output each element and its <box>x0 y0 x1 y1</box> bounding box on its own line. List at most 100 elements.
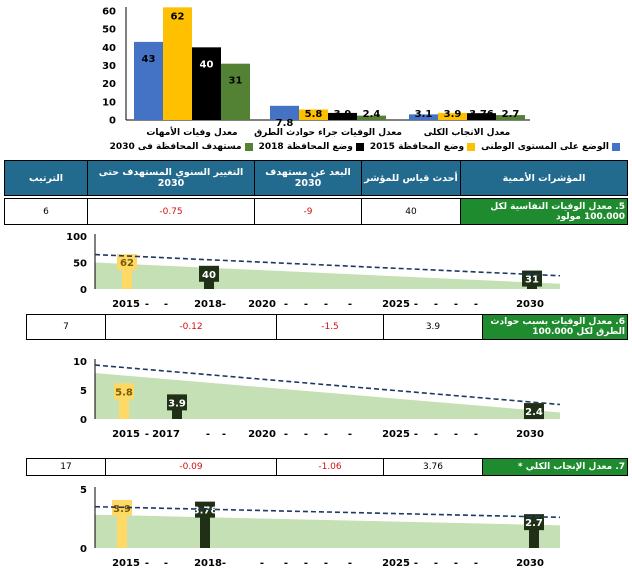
x-tick-label: - <box>434 299 438 310</box>
x-tick-label: 2030 <box>516 558 544 569</box>
y-tick-label: 20 <box>102 79 116 90</box>
bar <box>221 63 250 120</box>
x-tick-label: 2025 <box>382 558 410 569</box>
x-tick-label: 2018 <box>194 558 222 569</box>
x-tick-label: - <box>324 299 328 310</box>
trend-line <box>94 364 561 406</box>
legend-label: الوضع على المستوى الوطنى <box>481 142 609 152</box>
bar-value-label: 3.9 <box>168 398 186 409</box>
x-tick-label: - <box>348 558 352 569</box>
value-label-box <box>524 403 544 420</box>
bar-value-label: 3.9 <box>444 109 462 120</box>
bar <box>467 113 496 120</box>
x-tick-label: - <box>284 558 288 569</box>
x-tick-label: - <box>284 429 288 440</box>
legend-item: وضع المحافظة 2018 <box>259 142 364 152</box>
latest-cell: 3.76 <box>383 458 483 476</box>
x-tick-label: - <box>145 558 149 569</box>
bar-value-label: 3.9 <box>113 504 131 515</box>
bar-value-label: 2.7 <box>502 109 520 120</box>
grouped-bar-chart: 0 10 20 30 40 50 60 43 62 40 31 معدل وفيات الأمهات 7… <box>102 7 530 138</box>
bar <box>134 41 163 121</box>
bar <box>270 105 299 120</box>
x-tick-label: - <box>348 299 352 310</box>
target-area <box>95 373 560 419</box>
value-label-box <box>199 265 219 282</box>
category-label: معدل الانجاب الكلى <box>424 128 510 138</box>
year-bar <box>119 385 129 419</box>
header-latest: أحدث قياس للمؤشر <box>361 160 461 196</box>
bar <box>299 109 328 120</box>
legend-swatch <box>244 143 253 151</box>
value-label-box <box>195 501 215 518</box>
bar <box>328 112 357 120</box>
x-tick-label: - <box>206 429 210 440</box>
x-tick-label: - <box>474 299 478 310</box>
bar-value-label: 2.4 <box>525 407 543 418</box>
bar <box>438 112 467 120</box>
y-tick-label: 5 <box>80 485 87 496</box>
target-area <box>95 514 560 548</box>
annual-change-cell: -0.12 <box>105 314 277 340</box>
y-tick-label: 0 <box>80 415 87 426</box>
x-tick-label: - <box>474 429 478 440</box>
x-tick-label: - <box>222 299 226 310</box>
x-tick-label: - <box>164 558 168 569</box>
bar-value-label: 7.8 <box>276 118 294 129</box>
distance-cell: -9 <box>254 198 362 225</box>
bar-value-label: 43 <box>142 54 156 65</box>
x-tick-label: - <box>222 558 226 569</box>
legend-label: وضع المحافظة 2018 <box>258 142 353 152</box>
latest-cell: 3.9 <box>383 314 483 340</box>
target-area <box>95 262 560 289</box>
rank-cell: 6 <box>4 198 88 225</box>
y-tick-label: 50 <box>102 25 116 36</box>
x-tick-label: - <box>324 429 328 440</box>
x-tick-label: - <box>414 299 418 310</box>
x-tick-label: - <box>222 429 226 440</box>
x-tick-label: 2020 <box>248 429 276 440</box>
y-tick-label: 0 <box>80 285 87 296</box>
x-tick-label: - <box>145 299 149 310</box>
value-label-box <box>117 254 137 271</box>
bar-value-label: 5.8 <box>115 387 133 398</box>
x-tick-label: - <box>454 299 458 310</box>
x-tick-label: - <box>348 429 352 440</box>
bar-value-label: 40 <box>200 59 214 70</box>
y-tick-label: 30 <box>102 61 116 72</box>
y-tick-label: 50 <box>73 259 87 270</box>
indicator-row: 7 -0.12 -1.5 3.9 6. معدل الوفيات بسبب حو… <box>26 314 628 340</box>
x-tick-label: 2030 <box>516 429 544 440</box>
bar-value-label: 3.1 <box>415 109 433 120</box>
indicator-name-cell: 6. معدل الوفيات بسبب حوادث الطرق لكل 100… <box>482 314 628 340</box>
legend-label: وضع المحافظة 2015 <box>369 142 465 152</box>
x-tick-label: 2025 <box>382 299 410 310</box>
y-tick-label: 60 <box>102 7 116 18</box>
x-tick-label: - <box>260 558 264 569</box>
bar-value-label: 62 <box>120 258 134 269</box>
bar-value-label: 40 <box>202 270 216 281</box>
legend-swatch <box>467 143 476 151</box>
x-tick-label: - <box>434 429 438 440</box>
x-tick-label: - <box>434 558 438 569</box>
bar <box>192 47 221 121</box>
x-tick-label: - <box>324 558 328 569</box>
header-distance: البعد عن مستهدف 2030 <box>254 160 362 196</box>
y-tick-label: 0 <box>80 544 87 555</box>
rank-cell: 7 <box>26 314 106 340</box>
indicator-row: 6 -0.75 -9 40 5. معدل الوفيات النفاسية ل… <box>4 198 628 225</box>
distance-cell: -1.5 <box>276 314 384 340</box>
x-tick-label: - <box>454 558 458 569</box>
x-tick-label: - <box>164 299 168 310</box>
trend-line <box>94 253 561 277</box>
x-tick-label: 2018 <box>194 299 222 310</box>
annual-change-cell: -0.09 <box>105 458 277 476</box>
trend-line <box>94 505 561 519</box>
legend-item: وضع المحافظة 2015 <box>369 142 476 152</box>
y-tick-label: 40 <box>102 43 116 54</box>
legend-label: مستهدف المحافظة فى 2030 <box>109 142 242 152</box>
category-label: معدل الوفيات جراء حوادث الطرق <box>254 128 402 138</box>
year-bar <box>200 503 210 548</box>
legend-item: مستهدف المحافظة فى 2030 <box>110 142 253 152</box>
